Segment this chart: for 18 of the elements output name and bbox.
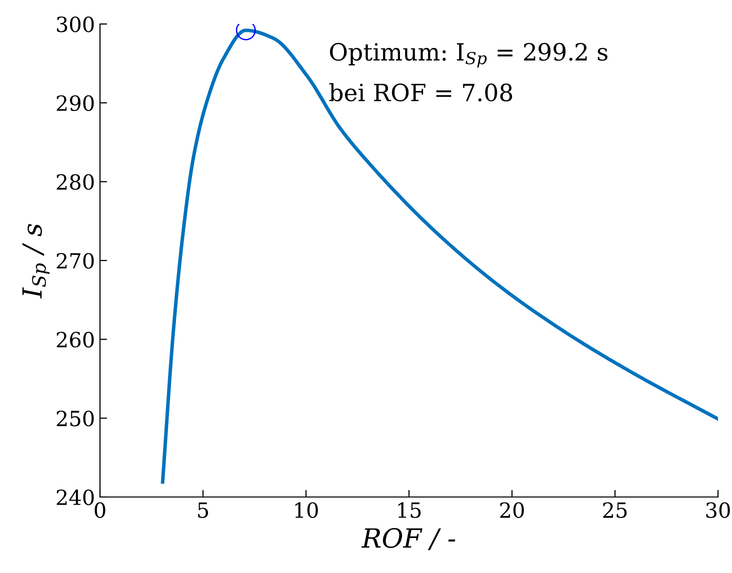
annotation: Optimum: I$_{Sp}$ = 299.2 s: [330, 42, 608, 68]
y-tick-label: 290: [56, 95, 94, 112]
x-tick-label: 20: [500, 502, 524, 518]
x-tick-label: 10: [295, 502, 318, 518]
y-axis-title: I$_{Sp}$ / s: [22, 224, 50, 299]
x-tick-label: 30: [706, 502, 730, 518]
y-tick-label: 240: [56, 489, 94, 506]
annotation: bei ROF = 7.08: [329, 83, 512, 102]
x-axis-title: ROF / -: [361, 528, 456, 550]
y-tick-label: 300: [56, 16, 94, 32]
x-tick-label: 0: [94, 502, 106, 518]
x-tick-label: 5: [198, 502, 208, 518]
y-tick-label: 270: [56, 252, 94, 269]
y-tick-label: 280: [56, 174, 94, 190]
x-tick-label: 25: [603, 502, 627, 518]
y-tick-label: 260: [56, 332, 94, 348]
x-tick-label: 15: [398, 502, 421, 518]
y-tick-label: 250: [56, 410, 94, 426]
